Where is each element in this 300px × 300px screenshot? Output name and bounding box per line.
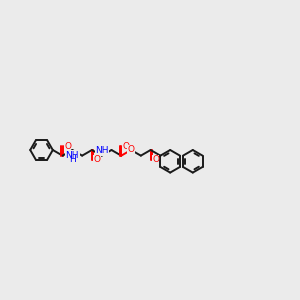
Text: O: O <box>152 155 159 164</box>
Text: O: O <box>64 142 71 151</box>
Text: NH: NH <box>66 151 79 160</box>
Text: H: H <box>69 155 76 164</box>
Text: O: O <box>123 142 130 151</box>
Text: O: O <box>128 146 135 154</box>
Text: NH: NH <box>95 146 109 155</box>
Text: O: O <box>93 155 100 164</box>
